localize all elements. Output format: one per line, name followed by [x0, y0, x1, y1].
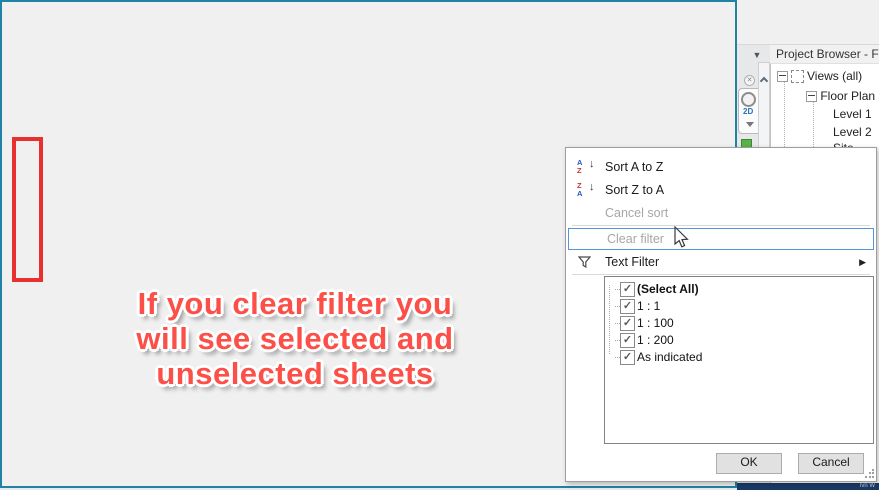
navbar-close-icon[interactable]: ✕ [744, 75, 755, 86]
highlight-rectangle-annotation [12, 137, 43, 282]
tree-item-label[interactable]: Level 2 [833, 125, 872, 139]
tree-item-label[interactable]: Views (all) [807, 69, 863, 83]
menu-separator [572, 225, 870, 226]
tree-item-views[interactable]: Views (all) [777, 69, 863, 84]
menu-separator [572, 274, 870, 275]
views-icon [791, 70, 804, 84]
mouse-cursor [674, 226, 689, 248]
ribbon-area [737, 0, 879, 45]
cancel-button[interactable]: Cancel [798, 453, 864, 474]
collapse-icon[interactable] [806, 91, 817, 103]
checkbox[interactable]: ✓ [620, 350, 635, 365]
menu-item-text-filter[interactable]: Text Filter ▶ [567, 251, 875, 273]
ok-button[interactable]: OK [716, 453, 782, 474]
scale-option[interactable]: ✓ As indicated [611, 349, 873, 366]
project-browser-title: Project Browser - F [770, 45, 879, 64]
sort-za-icon: Z A ↓ [577, 181, 595, 198]
sort-az-icon: A Z ↓ [577, 158, 595, 175]
scale-option[interactable]: ✓ 1 : 100 [611, 315, 873, 332]
tree-item-label[interactable]: Level 1 [833, 107, 872, 121]
collapse-icon[interactable] [777, 71, 788, 83]
column-filter-menu: A Z ↓ Sort A to Z Z A ↓ Sort Z to A Cancel s… [565, 147, 877, 482]
scale-option[interactable]: ✓ 1 : 200 [611, 332, 873, 349]
annotation-line: If you clear filter you [137, 286, 453, 321]
tree-item-level2[interactable]: Level 2 [833, 125, 872, 139]
text-annotation: If you clear filter you will see selecte… [52, 286, 538, 391]
tree-item-label[interactable]: Floor Plan [820, 89, 876, 103]
scale-filter-list: ✓ (Select All) ✓ 1 : 1 ✓ 1 : 100 ✓ 1 : 200 ✓… [604, 276, 874, 444]
navbar-dropdown-icon[interactable] [746, 122, 754, 127]
steering-wheel-icon[interactable] [741, 92, 756, 107]
tree-item-level1[interactable]: Level 1 [833, 107, 872, 121]
submenu-arrow-icon: ▶ [859, 257, 866, 267]
annotation-line: will see selected and [136, 321, 454, 356]
2d-wheel-label: 2D [743, 107, 754, 116]
status-bar: lvn W [737, 483, 879, 490]
menu-item-cancel-sort: Cancel sort [605, 206, 669, 220]
checkbox[interactable]: ✓ [620, 316, 635, 331]
menu-item-clear-filter[interactable]: Clear filter [568, 228, 874, 250]
scale-option-select-all[interactable]: ✓ (Select All) [611, 281, 873, 298]
scale-option[interactable]: ✓ 1 : 1 [611, 298, 873, 315]
panel-dock-icon[interactable]: ▼ [752, 50, 762, 60]
checkbox[interactable]: ✓ [620, 299, 635, 314]
resize-grip[interactable] [864, 469, 874, 479]
tree-item-floor-plans[interactable]: Floor Plan [806, 89, 875, 103]
checkbox[interactable]: ✓ [620, 333, 635, 348]
menu-item-sort-z-to-a[interactable]: Z A ↓ Sort Z to A [577, 181, 665, 198]
funnel-icon [578, 256, 591, 268]
annotation-line: unselected sheets [156, 356, 434, 391]
tree-guide-line [609, 285, 610, 354]
checkbox[interactable]: ✓ [620, 282, 635, 297]
menu-item-sort-a-to-z[interactable]: A Z ↓ Sort A to Z [577, 158, 664, 175]
